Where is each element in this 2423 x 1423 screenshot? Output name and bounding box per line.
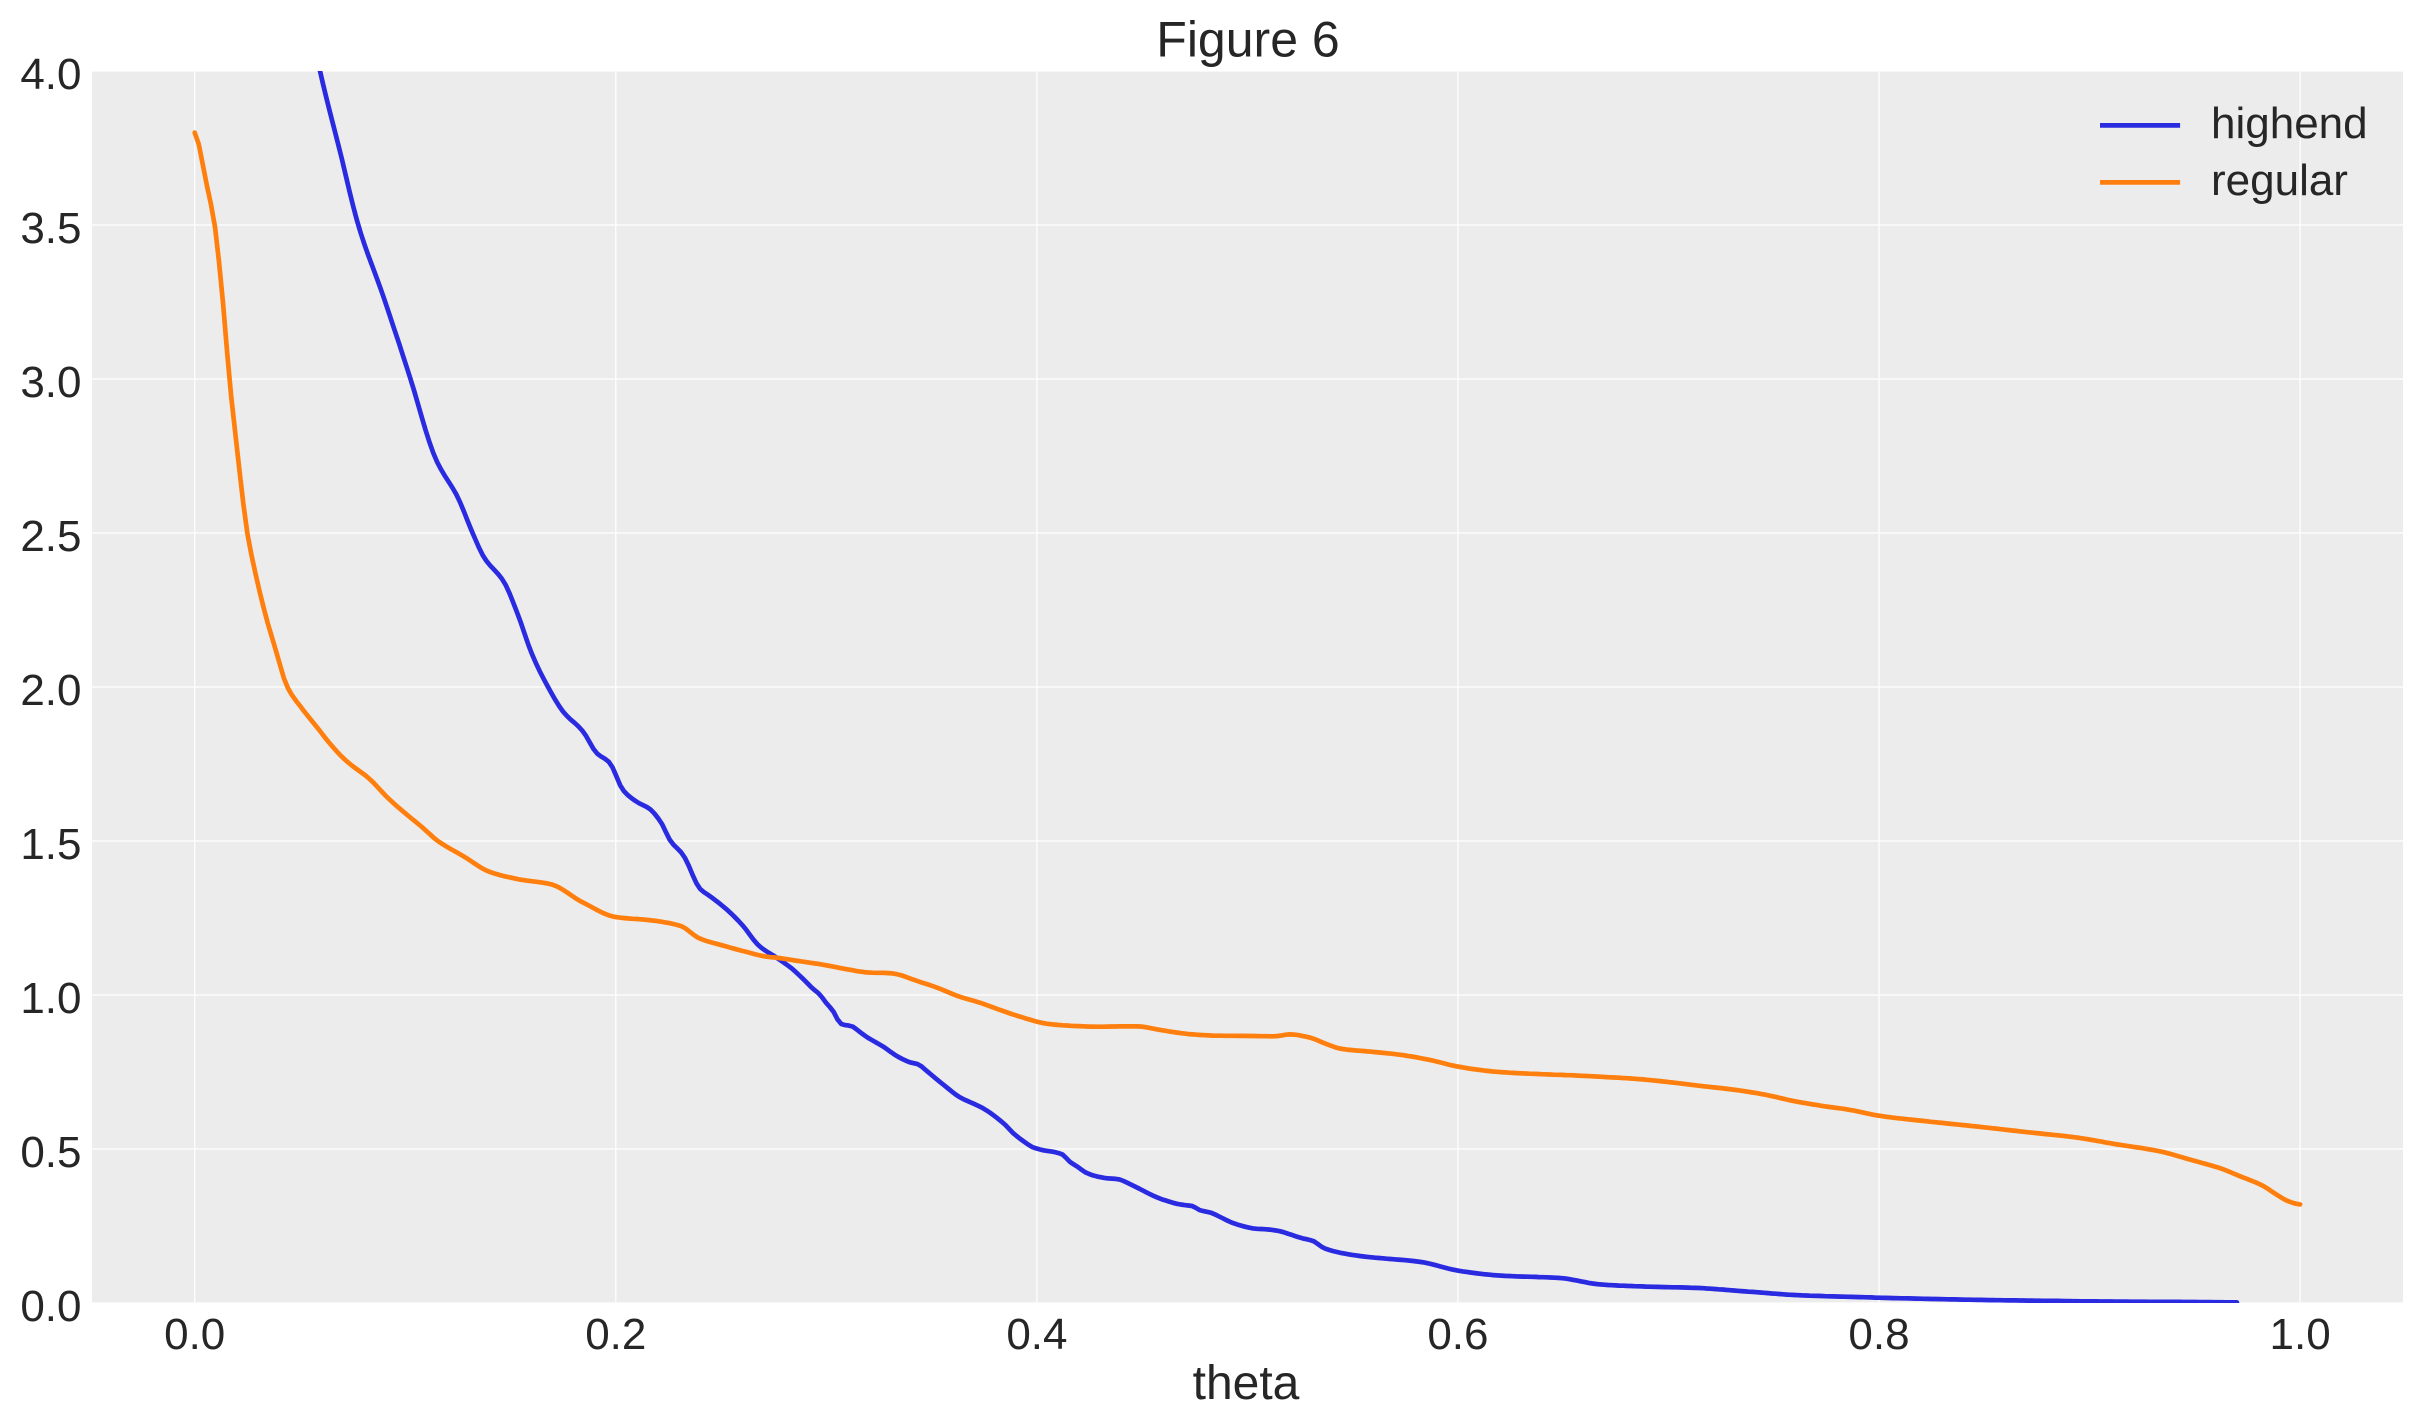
svg-text:0.0: 0.0 bbox=[164, 1310, 225, 1359]
svg-text:1.0: 1.0 bbox=[20, 974, 81, 1023]
svg-text:1.0: 1.0 bbox=[2270, 1310, 2331, 1359]
svg-text:0.4: 0.4 bbox=[1006, 1310, 1067, 1359]
svg-text:0.2: 0.2 bbox=[585, 1310, 646, 1359]
svg-text:regular: regular bbox=[2211, 156, 2348, 205]
svg-text:2.0: 2.0 bbox=[20, 666, 81, 715]
svg-text:0.5: 0.5 bbox=[20, 1128, 81, 1177]
svg-text:0.8: 0.8 bbox=[1848, 1310, 1909, 1359]
svg-text:Figure 6: Figure 6 bbox=[1156, 12, 1339, 68]
svg-text:3.5: 3.5 bbox=[20, 204, 81, 253]
svg-text:0.6: 0.6 bbox=[1427, 1310, 1488, 1359]
svg-text:4.0: 4.0 bbox=[20, 50, 81, 99]
svg-text:highend: highend bbox=[2211, 99, 2368, 148]
svg-text:2.5: 2.5 bbox=[20, 512, 81, 561]
svg-text:3.0: 3.0 bbox=[20, 358, 81, 407]
svg-text:theta: theta bbox=[1193, 1357, 1300, 1410]
svg-text:1.5: 1.5 bbox=[20, 820, 81, 869]
svg-text:0.0: 0.0 bbox=[20, 1282, 81, 1331]
